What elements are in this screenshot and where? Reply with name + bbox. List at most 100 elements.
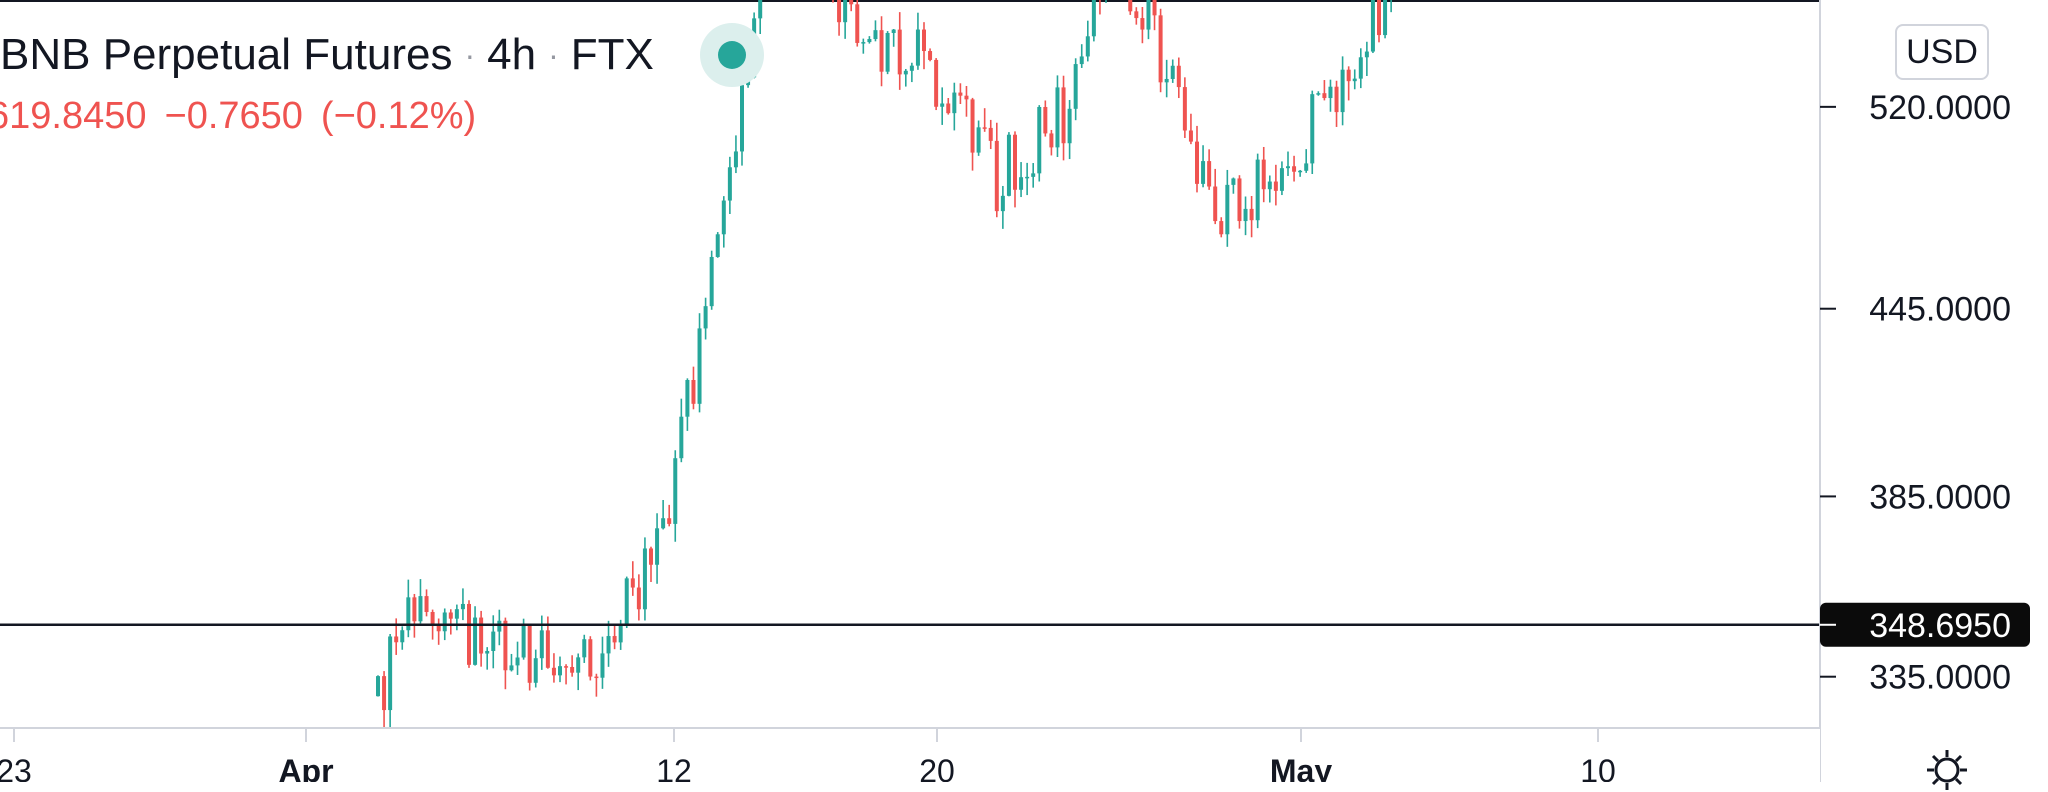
status-dot-inner: [717, 41, 746, 69]
candle-body: [1358, 57, 1363, 79]
y-tick-label: 335.0000: [1869, 659, 2011, 697]
candle-body: [406, 597, 411, 631]
candle-body: [934, 59, 939, 107]
candle-body: [727, 167, 732, 201]
candle-body: [1043, 106, 1048, 134]
candle-body: [1170, 65, 1175, 79]
candle-body: [703, 306, 708, 329]
candle-body: [636, 587, 641, 610]
candle-body: [867, 39, 872, 43]
y-tick-label: 385.0000: [1869, 478, 2011, 516]
time-axis: 23 Apr 12 20 May 10: [0, 728, 1616, 782]
candle-body: [1049, 133, 1054, 148]
horizontal-lines[interactable]: [0, 0, 1820, 627]
candle-body: [1255, 159, 1260, 221]
candle-body: [1031, 173, 1036, 177]
candle-body: [436, 625, 441, 632]
candle-body: [551, 667, 556, 676]
candle-body: [1055, 87, 1060, 148]
candle-body: [1328, 86, 1333, 99]
candle-body: [630, 578, 635, 588]
candle-body: [1176, 65, 1181, 88]
candle-body: [460, 603, 465, 610]
candle-body: [503, 620, 508, 671]
candle-body: [1000, 195, 1005, 212]
candle-body: [1298, 170, 1303, 173]
last-price-value: 619.8450: [0, 95, 147, 137]
candle-body: [473, 617, 478, 665]
candle-layer: [376, 0, 1392, 730]
candle-body: [1134, 11, 1139, 19]
candle-body: [1164, 78, 1169, 83]
candle-body: [709, 256, 714, 307]
candle-body: [982, 127, 987, 129]
candle-body: [388, 636, 393, 711]
candle-body: [922, 29, 926, 52]
status-dot-icon[interactable]: [699, 23, 764, 87]
candle-body: [533, 658, 538, 683]
candle-body: [448, 612, 453, 619]
candle-body: [1207, 161, 1212, 187]
candle-body: [849, 0, 854, 5]
candle-body: [1188, 130, 1193, 142]
currency-button[interactable]: USD: [1895, 24, 1989, 80]
candle-body: [454, 609, 459, 619]
candle-body: [400, 630, 405, 643]
candle-body: [430, 612, 435, 626]
candle-body: [1249, 208, 1254, 221]
candle-body: [1006, 134, 1011, 196]
candle-body: [673, 458, 678, 524]
candle-body: [521, 625, 526, 658]
candle-body: [1061, 87, 1066, 144]
symbol-title[interactable]: BNB Perpetual Futures: [0, 30, 453, 79]
candle-body: [1128, 0, 1133, 12]
candle-body: [1219, 221, 1224, 235]
candle-body: [1334, 86, 1339, 113]
time-axis-panel[interactable]: [0, 728, 1820, 782]
x-tick-label: 12: [656, 753, 692, 782]
candle-body: [1346, 69, 1351, 82]
candle-body: [988, 127, 993, 141]
candle-body: [964, 95, 969, 100]
price-change-percent: (−0.12%): [320, 95, 477, 137]
candle-body: [600, 653, 605, 678]
candle-body: [733, 151, 738, 168]
candle-body: [909, 65, 914, 71]
candle-body: [485, 650, 490, 654]
interval-label[interactable]: 4h: [487, 30, 537, 79]
candle-body: [1352, 78, 1357, 82]
candle-body: [382, 676, 387, 711]
candle-body: [1158, 15, 1163, 83]
price-change-line: 619.8450 −0.7650 (−0.12%): [0, 95, 494, 138]
candle-body: [570, 666, 575, 673]
candle-body: [515, 657, 520, 666]
y-tick-label: 445.0000: [1869, 291, 2011, 329]
candle-body: [376, 676, 380, 697]
candle-body: [958, 92, 963, 96]
candle-body: [1322, 93, 1327, 99]
candle-body: [527, 625, 532, 683]
candle-body: [1243, 208, 1248, 222]
candle-body: [1140, 18, 1145, 30]
candle-body: [491, 631, 496, 651]
candle-body: [649, 548, 653, 565]
gear-icon[interactable]: [1925, 748, 1969, 792]
x-tick-label: 23: [0, 753, 32, 782]
candle-body: [697, 328, 702, 404]
candle-body: [479, 617, 484, 654]
candle-body: [1085, 36, 1090, 57]
candle-body: [885, 32, 890, 72]
candle-body: [509, 665, 514, 671]
candle-body: [1073, 64, 1078, 109]
candle-body: [661, 518, 666, 529]
candle-body: [879, 30, 884, 72]
candle-body: [618, 624, 623, 643]
candle-body: [1037, 106, 1042, 174]
candle-body: [685, 379, 690, 417]
candle-body: [655, 528, 660, 565]
x-tick-label: 10: [1580, 753, 1616, 782]
candle-body: [545, 630, 550, 668]
candle-body: [424, 596, 429, 613]
candle-body: [946, 103, 951, 114]
